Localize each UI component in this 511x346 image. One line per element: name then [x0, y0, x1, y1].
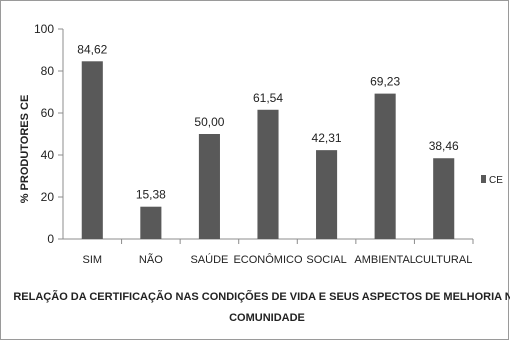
bars: [81, 61, 455, 240]
x-axis-title-line-1: RELAÇÃO DA CERTIFICAÇÃO NAS CONDIÇÕES DE…: [13, 290, 510, 303]
category-labels: SIM NÃO SAÚDE ECONÔMICO SOCIAL AMBIENTAL CULTU…: [83, 253, 473, 266]
y-tick-label: 40: [41, 148, 55, 162]
x-axis: [63, 238, 474, 244]
legend-swatch: [481, 175, 486, 183]
category-label-sim: SIM: [83, 254, 103, 266]
y-tick-label: 100: [34, 22, 54, 36]
data-label-não: 15,38: [136, 188, 166, 202]
category-label-social: SOCIAL: [306, 254, 346, 266]
legend-label: CE: [489, 175, 503, 186]
data-label-sim: 84,62: [77, 42, 107, 56]
data-label-ambiental: 69,23: [370, 75, 400, 89]
y-axis: 0 20 40 60 80 100: [34, 22, 64, 246]
bar-não: [140, 206, 162, 239]
bar-ambiental: [374, 93, 396, 239]
legend: CE: [481, 175, 503, 186]
category-label-ambiental: AMBIENTAL: [354, 254, 416, 266]
data-label-social: 42,31: [312, 131, 342, 145]
bar-chart: 0 20 40 60 80 100 84,62 15,38 50,00 61,54 42,31 69…: [13, 22, 511, 324]
y-tick-label: 60: [41, 106, 55, 120]
category-label-cultural: CULTURAL: [415, 254, 472, 266]
bar-cultural: [433, 158, 455, 239]
x-axis-title-line-2: COMUNIDADE: [229, 312, 305, 324]
y-tick-label: 20: [41, 190, 55, 204]
bar-sim: [81, 61, 103, 239]
y-tick-label: 0: [47, 232, 54, 246]
y-axis-title: % PRODUTORES CE: [19, 95, 31, 204]
y-tick-label: 80: [41, 64, 55, 78]
category-label-saúde: SAÚDE: [190, 253, 228, 266]
data-label-cultural: 38,46: [429, 139, 459, 153]
bar-econômico: [257, 109, 279, 240]
data-label-econômico: 61,54: [253, 91, 283, 105]
data-label-saúde: 50,00: [194, 115, 224, 129]
bar-social: [316, 150, 338, 239]
bar-saúde: [198, 134, 220, 239]
data-labels: 84,62 15,38 50,00 61,54 42,31 69,23 38,46: [77, 42, 459, 201]
category-label-não: NÃO: [139, 253, 163, 266]
category-label-econômico: ECONÔMICO: [233, 253, 303, 266]
